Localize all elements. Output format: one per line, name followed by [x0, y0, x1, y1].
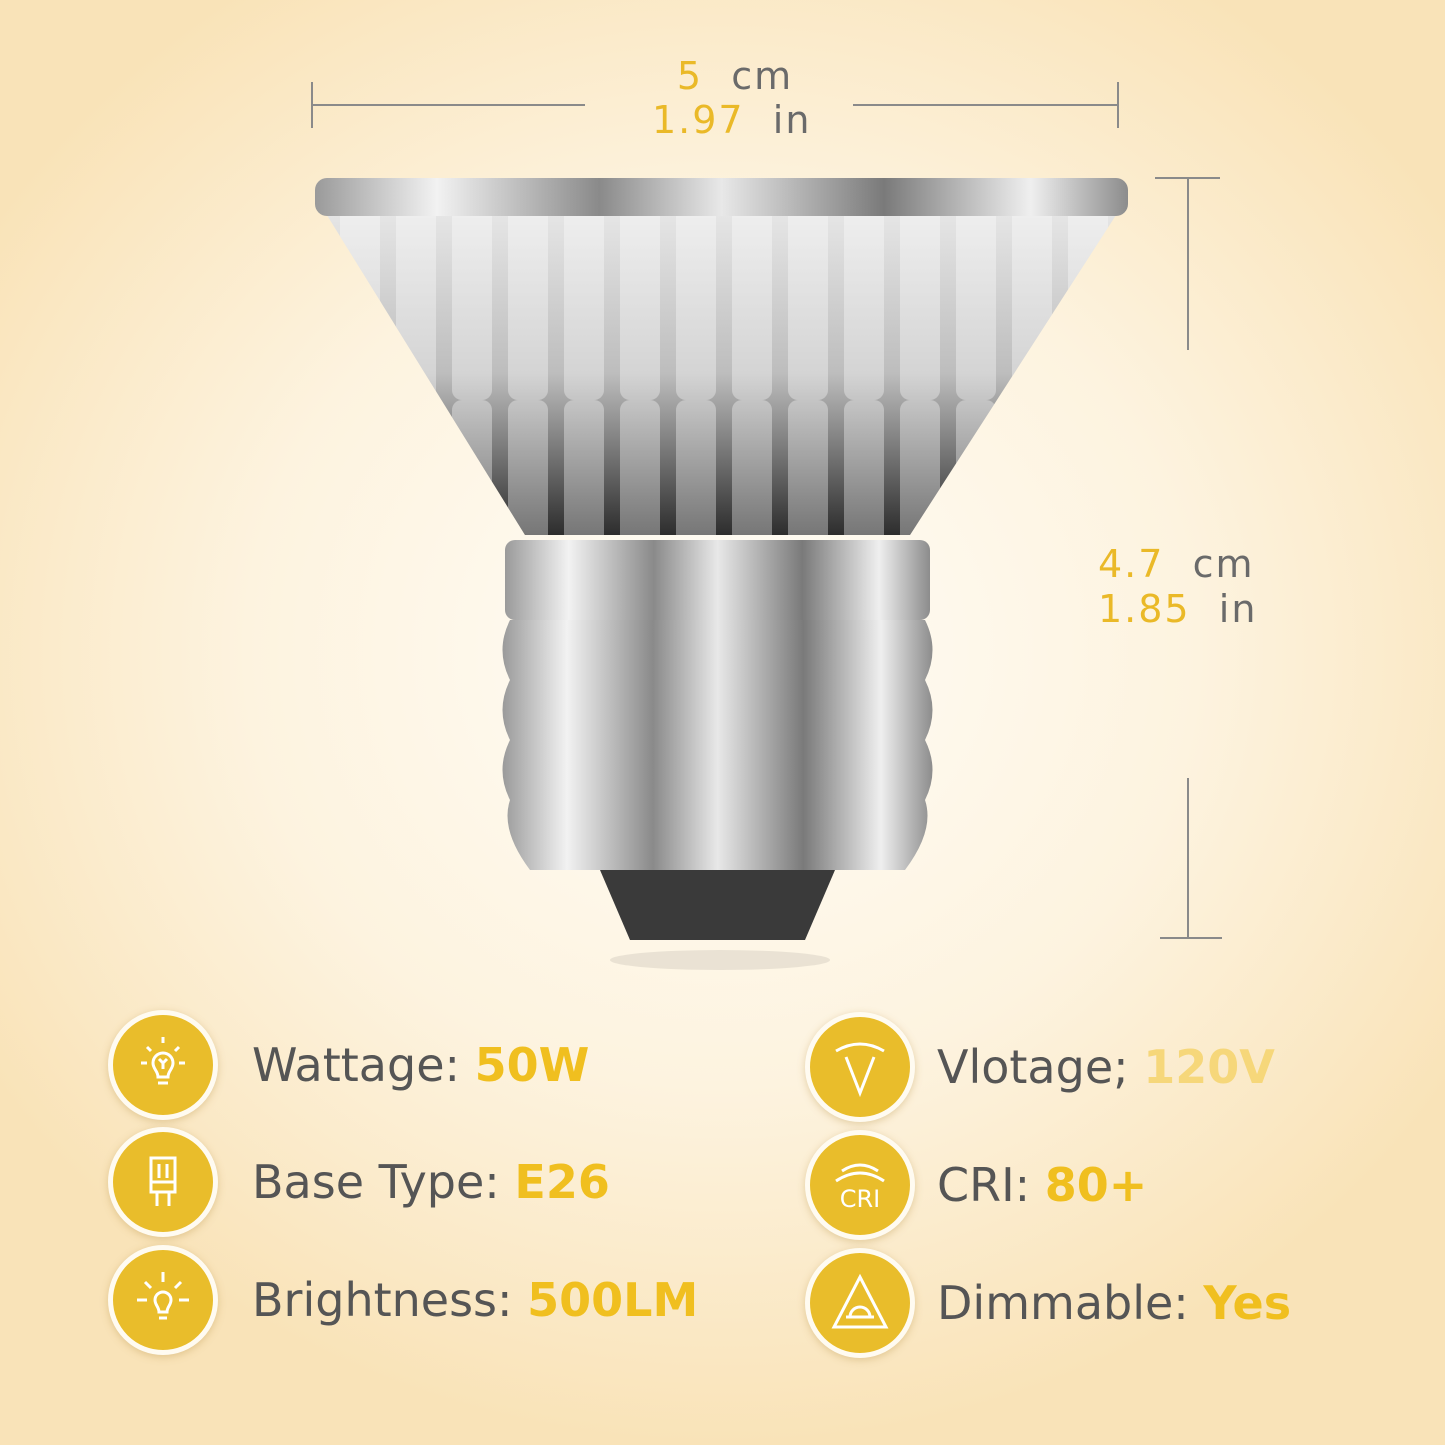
- spec-value: 500LM: [527, 1273, 699, 1327]
- lightbulb-icon: [108, 1010, 218, 1120]
- spec-label: Wattage:: [252, 1038, 475, 1092]
- spec-label: CRI:: [937, 1158, 1045, 1212]
- spec-base-type: Base Type: E26: [108, 1127, 610, 1237]
- spec-value: Yes: [1203, 1276, 1292, 1330]
- height-cm-unit: cm: [1192, 542, 1255, 586]
- spec-value: 50W: [474, 1038, 590, 1092]
- dimension-line-width: [311, 82, 1119, 128]
- spec-brightness: Brightness: 500LM: [108, 1245, 698, 1355]
- spec-dimmable: Dimmable: Yes: [805, 1248, 1291, 1358]
- dimension-line-height: [1155, 177, 1222, 939]
- spec-value: 80+: [1044, 1158, 1148, 1212]
- spec-wattage: Wattage: 50W: [108, 1010, 589, 1120]
- height-in-value: 1.85: [1098, 587, 1191, 631]
- width-cm: 5 cm: [655, 54, 815, 98]
- bulb: [315, 178, 1128, 970]
- width-in-value: 1.97: [652, 98, 745, 142]
- bright-bulb-icon: [108, 1245, 218, 1355]
- cri-icon: CRI: [805, 1130, 915, 1240]
- spec-label: Base Type:: [252, 1155, 515, 1209]
- spec-label: Dimmable:: [937, 1276, 1204, 1330]
- height-in-unit: in: [1218, 587, 1258, 631]
- width-in-unit: in: [772, 98, 812, 142]
- spec-label: Vlotage;: [937, 1040, 1144, 1094]
- bulb-base-icon: [108, 1127, 218, 1237]
- width-in: 1.97 in: [652, 98, 811, 142]
- spec-cri: CRI CRI: 80+: [805, 1130, 1147, 1240]
- spec-value: E26: [514, 1155, 610, 1209]
- voltage-gauge-icon: [805, 1012, 915, 1122]
- height-cm: 4.7 cm: [1098, 542, 1255, 586]
- product-illustration: [311, 82, 1222, 970]
- spec-value: 120V: [1143, 1040, 1275, 1094]
- width-cm-unit: cm: [731, 54, 794, 98]
- svg-text:CRI: CRI: [840, 1185, 881, 1213]
- spec-label: Brightness:: [252, 1273, 528, 1327]
- height-in: 1.85 in: [1098, 587, 1257, 631]
- width-cm-value: 5: [676, 54, 704, 98]
- dimmable-icon: [805, 1248, 915, 1358]
- spec-voltage: Vlotage; 120V: [805, 1012, 1275, 1122]
- height-cm-value: 4.7: [1098, 542, 1165, 586]
